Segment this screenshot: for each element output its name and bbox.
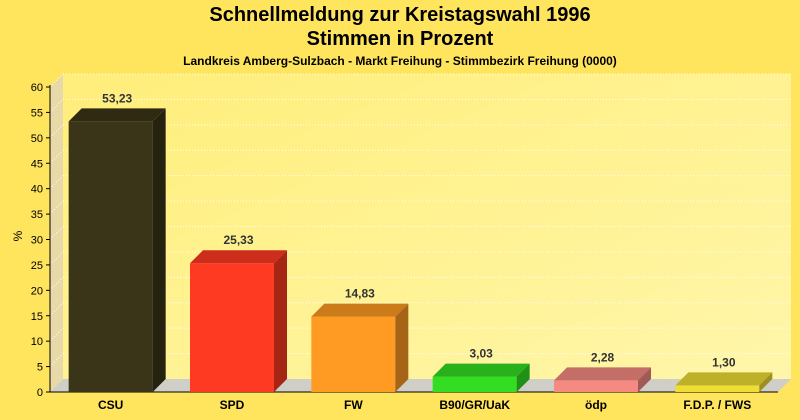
gridline-side — [49, 302, 64, 317]
y-tick-label: 0 — [37, 387, 43, 399]
gridline-side — [49, 175, 64, 190]
x-tick-label: B90/GR/UaK — [439, 398, 510, 412]
bar-side — [395, 303, 409, 392]
chart-subtitle: Stimmen in Prozent — [306, 28, 494, 50]
bar-top — [675, 372, 773, 386]
data-label: 3,03 — [469, 347, 493, 361]
x-tick-label: CSU — [98, 398, 123, 412]
y-axis-label: % — [11, 230, 25, 241]
bar-side — [516, 363, 530, 392]
bar-top — [68, 108, 166, 122]
bar — [68, 121, 153, 392]
gridline-side — [49, 200, 64, 215]
gridline-side — [49, 149, 64, 164]
y-tick-label: 60 — [31, 82, 43, 94]
y-tick-label: 50 — [31, 133, 43, 145]
chart-caption: Landkreis Amberg-Sulzbach - Markt Freihu… — [183, 54, 617, 68]
data-label: 25,33 — [223, 233, 253, 247]
gridline-side — [49, 73, 64, 88]
gridline-side — [49, 251, 64, 266]
bar-top — [190, 250, 287, 264]
gridline-side — [49, 353, 64, 367]
x-tick-label: FW — [344, 398, 363, 412]
y-tick-label: 20 — [31, 285, 43, 297]
y-tick-label: 35 — [31, 209, 43, 221]
bar-top — [432, 363, 530, 377]
bar-side — [759, 372, 773, 392]
bar — [432, 376, 517, 392]
bar — [190, 263, 274, 392]
bar-side — [152, 108, 166, 392]
data-label: 1,30 — [712, 355, 736, 369]
y-tick-label: 10 — [31, 336, 43, 348]
bar — [311, 316, 396, 392]
gridline-side — [49, 327, 64, 342]
y-tick-label: 55 — [31, 107, 43, 119]
gridline-side — [49, 226, 64, 240]
chart-title: Schnellmeldung zur Kreistagswahl 1996 — [209, 4, 591, 26]
gridline-side — [49, 124, 64, 139]
data-label: 2,28 — [591, 350, 615, 364]
y-tick-label: 30 — [31, 235, 43, 247]
x-tick-label: F.D.P. / FWS — [683, 398, 751, 412]
y-tick-label: 40 — [31, 184, 43, 196]
x-tick-label: ödp — [585, 398, 607, 412]
bar-top — [554, 367, 651, 381]
y-tick-label: 15 — [31, 311, 43, 323]
bar-top — [311, 303, 409, 317]
y-tick-label: 25 — [31, 260, 43, 272]
y-tick-label: 5 — [37, 362, 43, 374]
y-tick-label: 45 — [31, 158, 43, 170]
gridline-side — [49, 276, 64, 291]
bar — [554, 380, 638, 392]
gridline-side — [49, 99, 64, 113]
x-tick-label: SPD — [220, 398, 245, 412]
bar-side — [638, 367, 651, 392]
data-label: 14,83 — [345, 287, 375, 301]
bar-side — [274, 250, 287, 392]
bar — [675, 385, 760, 392]
data-label: 53,23 — [102, 91, 132, 105]
